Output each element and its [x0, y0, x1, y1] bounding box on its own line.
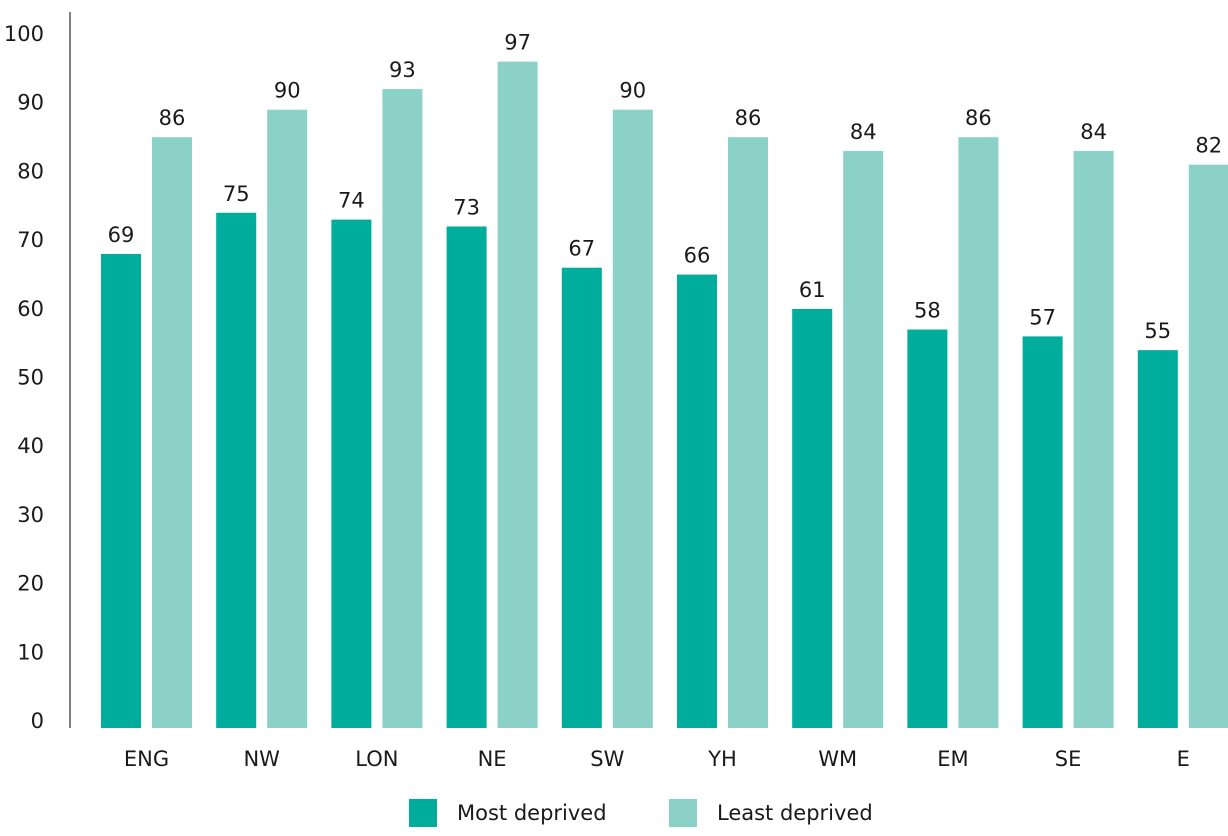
y-tick-label: 100: [4, 22, 44, 46]
data-label: 90: [274, 79, 301, 103]
legend-label: Most deprived: [457, 801, 607, 825]
data-label: 90: [619, 79, 646, 103]
y-tick-label: 0: [31, 709, 44, 733]
x-category-label: E: [1177, 747, 1190, 771]
data-label: 82: [1195, 134, 1222, 158]
y-tick-label: 70: [17, 228, 44, 252]
data-label: 75: [223, 182, 250, 206]
data-label: 86: [159, 106, 186, 130]
bar-em-most-deprived: [907, 329, 948, 728]
bar-e-least-deprived: [1188, 164, 1228, 728]
data-label: 58: [914, 299, 941, 323]
data-label: 84: [1080, 120, 1107, 144]
x-axis: ENG NW LON NE SW YH WM EM SE E: [124, 747, 1190, 771]
bar-nw-most-deprived: [216, 212, 257, 728]
x-category-label: WM: [818, 747, 857, 771]
legend-swatch-least-deprived: [669, 799, 697, 827]
y-tick-label: 40: [17, 434, 44, 458]
data-label: 55: [1144, 319, 1171, 343]
bar-yh-most-deprived: [677, 274, 717, 728]
y-tick-label: 60: [17, 297, 44, 321]
x-category-label: NW: [243, 747, 280, 771]
data-label: 66: [684, 244, 711, 268]
bar-ne-most-deprived: [446, 226, 487, 729]
data-label: 69: [108, 223, 135, 247]
data-label: 61: [799, 278, 826, 302]
x-category-label: NE: [478, 747, 507, 771]
bar-se-most-deprived: [1022, 336, 1063, 728]
legend-label: Least deprived: [717, 801, 873, 825]
bar-lon-least-deprived: [382, 89, 423, 729]
x-category-label: SW: [590, 747, 624, 771]
data-labels-group: 69 86 75 90 74 93 73 97 67 90 66 86 61 84 58 86 57 84 55 82: [108, 31, 1223, 344]
data-label: 67: [568, 237, 595, 261]
x-category-label: SE: [1055, 747, 1082, 771]
bar-lon-most-deprived: [331, 219, 372, 728]
data-label: 86: [965, 106, 992, 130]
bars-group: [101, 61, 1228, 729]
bar-nw-least-deprived: [267, 109, 308, 728]
y-tick-label: 10: [17, 640, 44, 664]
y-tick-label: 80: [17, 159, 44, 183]
legend-swatch-most-deprived: [409, 799, 437, 827]
bar-wm-least-deprived: [843, 150, 884, 729]
data-label: 74: [338, 189, 365, 213]
y-tick-label: 50: [17, 366, 44, 390]
bar-se-least-deprived: [1073, 150, 1114, 729]
bar-e-most-deprived: [1137, 350, 1178, 728]
x-category-label: ENG: [124, 747, 169, 771]
bar-em-least-deprived: [958, 137, 999, 728]
y-axis: 0 10 20 30 40 50 60 70 80 90 100: [4, 12, 71, 733]
y-tick-label: 30: [17, 503, 44, 527]
bar-eng-least-deprived: [152, 137, 192, 728]
data-label: 84: [850, 120, 877, 144]
y-tick-label: 90: [17, 91, 44, 115]
y-tick-label: 20: [17, 572, 44, 596]
bar-sw-most-deprived: [561, 267, 602, 728]
x-category-label: YH: [707, 747, 737, 771]
bar-yh-least-deprived: [728, 137, 768, 728]
bar-ne-least-deprived: [497, 61, 538, 729]
bar-wm-most-deprived: [792, 308, 833, 728]
bar-eng-most-deprived: [101, 253, 141, 728]
x-category-label: EM: [937, 747, 968, 771]
legend: Most deprived Least deprived: [409, 799, 873, 827]
data-label: 57: [1029, 305, 1056, 329]
data-label: 73: [453, 195, 480, 219]
x-category-label: LON: [355, 747, 398, 771]
bar-sw-least-deprived: [612, 109, 653, 728]
data-label: 97: [504, 31, 531, 55]
data-label: 86: [735, 106, 762, 130]
data-label: 93: [389, 58, 416, 82]
